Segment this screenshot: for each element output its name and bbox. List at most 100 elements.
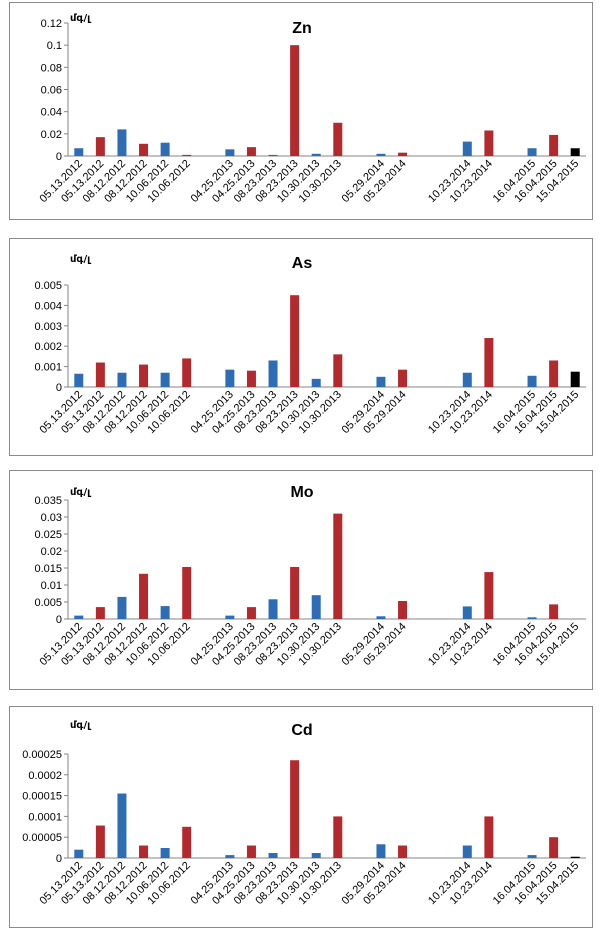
bar <box>290 295 300 387</box>
y-tick-label: 0.005 <box>34 280 62 292</box>
bar <box>182 154 192 156</box>
bar <box>268 154 278 156</box>
bar <box>549 837 559 858</box>
y-tick-label: 0.035 <box>34 495 62 507</box>
bar <box>311 595 321 619</box>
bar <box>95 362 105 387</box>
bar <box>549 604 559 619</box>
bar <box>139 143 149 156</box>
y-tick-label: 0.0002 <box>28 770 62 782</box>
y-tick-label: 0.03 <box>41 512 62 524</box>
y-tick-label: 0 <box>56 382 62 394</box>
bar <box>484 338 494 387</box>
bar <box>246 845 256 858</box>
y-tick-label: 0.003 <box>34 321 62 333</box>
bar <box>160 372 170 387</box>
bar <box>95 137 105 156</box>
y-tick-label: 0 <box>56 151 62 163</box>
chart-svg-as: Asմգ/լ00.0010.0020.0030.0040.00505.13.20… <box>34 254 586 436</box>
bar <box>246 147 256 156</box>
bar <box>246 370 256 387</box>
bar <box>74 615 84 619</box>
unit-label-as: մգ/լ <box>70 254 92 265</box>
bar <box>570 148 580 156</box>
bar <box>290 566 300 619</box>
bar <box>462 141 472 156</box>
y-tick-label: 0.001 <box>34 362 62 374</box>
y-tick-label: 0.015 <box>34 563 62 575</box>
y-tick-label: 0.0001 <box>28 811 62 823</box>
bar <box>160 606 170 619</box>
y-tick-label: 0.01 <box>41 580 62 592</box>
bar <box>268 853 278 858</box>
bar <box>484 816 494 858</box>
bar <box>462 845 472 858</box>
y-tick-label: 0.00015 <box>22 791 62 803</box>
chart-panel-as: As մգ/լ 0 0.001 0.002 0.003 0.004 0.005 05.13.20… <box>9 238 593 456</box>
bar <box>74 849 84 858</box>
bar <box>139 573 149 619</box>
bar <box>95 825 105 858</box>
bar <box>182 566 192 619</box>
chart-title-mo: Mo <box>290 484 313 501</box>
bar <box>182 358 192 387</box>
bar <box>160 848 170 858</box>
bar <box>117 596 127 619</box>
chart-svg-cd: Cd մգ/լ 0 0.00005 0.0001 0.00015 0.0002 0.00025… <box>22 720 586 907</box>
y-tick-label: 0 <box>56 853 62 865</box>
bar <box>398 369 408 387</box>
y-tick-label: 0.06 <box>41 85 62 97</box>
bar <box>484 130 494 156</box>
chart-title-cd: Cd <box>291 722 312 739</box>
y-tick-label: 0.12 <box>41 18 62 30</box>
bar <box>376 153 386 156</box>
bar <box>398 152 408 156</box>
bar <box>570 856 580 858</box>
bar <box>333 513 343 619</box>
chart-svg-mo: Moմգ/լ00.0050.010.0150.020.0250.030.0350… <box>34 484 586 668</box>
bar <box>376 616 386 619</box>
y-tick-label: 0.004 <box>34 300 62 312</box>
y-tick-label: 0.00005 <box>22 832 62 844</box>
chart-panel-cd: Cd մգ/լ 0 0.00005 0.0001 0.00015 0.0002 0.00025… <box>9 706 593 928</box>
bar <box>484 572 494 619</box>
y-tick-label: 0.00025 <box>22 749 62 761</box>
bar <box>74 148 84 156</box>
y-tick-label: 0 <box>56 614 62 626</box>
bar <box>290 45 300 156</box>
bar <box>225 615 235 619</box>
chart-panel-mo: Mo մգ/լ 0 0.005 0.01 0.015 0.02 0.025 0.03 0.035 0… <box>9 470 593 690</box>
bar <box>376 376 386 387</box>
bar <box>268 599 278 619</box>
bar <box>95 607 105 619</box>
bar <box>398 845 408 858</box>
unit-label-cd: մգ/լ <box>70 720 92 731</box>
y-tick-label: 0.02 <box>41 546 62 558</box>
y-tick-label: 0.002 <box>34 341 62 353</box>
bar <box>225 369 235 387</box>
bar <box>398 600 408 619</box>
y-tick-label: 0.02 <box>41 129 62 141</box>
bar <box>549 134 559 156</box>
bar <box>117 793 127 858</box>
bar <box>225 855 235 858</box>
bar <box>246 607 256 619</box>
bar <box>570 371 580 387</box>
bar <box>139 845 149 858</box>
bar <box>311 378 321 387</box>
chart-title-zn: Zn <box>292 20 312 37</box>
bar <box>268 360 278 387</box>
y-tick-label: 0.005 <box>34 597 62 609</box>
y-tick-label: 0.1 <box>47 40 62 52</box>
bar <box>117 372 127 387</box>
bar <box>333 354 343 387</box>
y-tick-label: 0.025 <box>34 529 62 541</box>
chart-svg-zn: Znմգ/լ00.020.040.060.080.10.1205.13.2012… <box>37 13 586 205</box>
chart-title-as: As <box>292 255 313 272</box>
bar <box>333 122 343 156</box>
bar <box>74 373 84 387</box>
y-tick-label: 0.08 <box>41 62 62 74</box>
bar <box>549 360 559 387</box>
unit-label-zn: մգ/լ <box>70 13 92 24</box>
bar <box>225 149 235 156</box>
